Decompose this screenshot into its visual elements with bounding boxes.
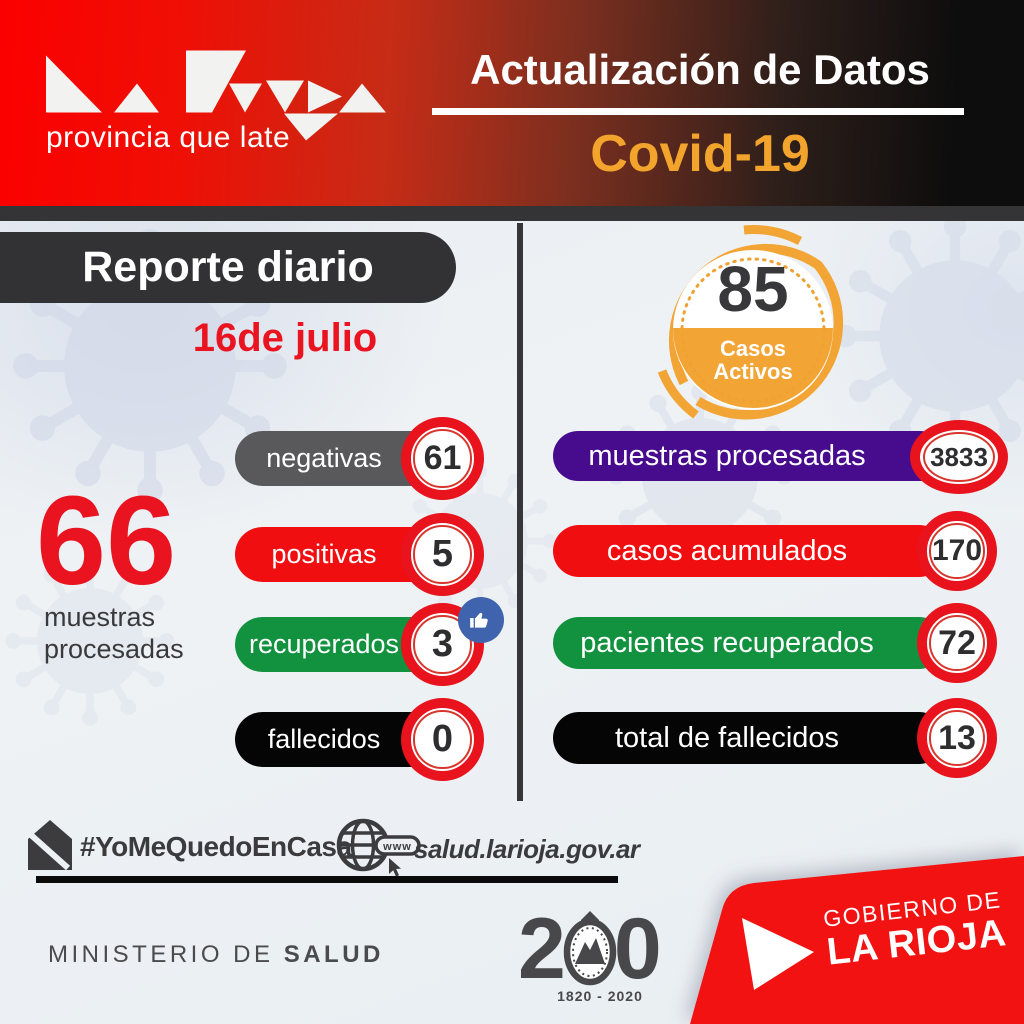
stat-label: casos acumulados bbox=[606, 534, 848, 567]
header-subtitle-covid: Covid-19 bbox=[590, 125, 810, 183]
column-divider bbox=[517, 223, 523, 801]
hashtag-text: #YoMeQuedoEnCasa bbox=[80, 831, 352, 862]
stat-pill-recuperados: recuperados 3 bbox=[235, 603, 484, 686]
bicentennial-digit: 2 bbox=[518, 901, 566, 997]
bicentennial-logo: 2 0 bbox=[518, 906, 662, 992]
total-pill-muestras-procesadas: muestras procesadas 3833 bbox=[553, 420, 1008, 494]
stat-label: recuperados bbox=[248, 629, 400, 659]
stat-label: negativas bbox=[266, 443, 382, 473]
logo-tagline: provincia que late bbox=[46, 121, 291, 154]
stat-circle: 0 bbox=[401, 698, 484, 781]
active-cases-label: Casos Activos bbox=[713, 336, 793, 385]
house-icon bbox=[28, 820, 72, 871]
ministry-title: MINISTERIO DE SALUD bbox=[48, 941, 384, 968]
header-divider-line bbox=[432, 108, 964, 115]
stat-label: total de fallecidos bbox=[614, 721, 840, 754]
bicentennial-years: 1820 - 2020 bbox=[557, 988, 643, 1004]
bicentennial-digit: 0 bbox=[613, 901, 662, 997]
header-title: Actualización de Datos bbox=[470, 46, 930, 93]
stat-circle: 5 bbox=[401, 513, 484, 596]
active-cases-value: 85 bbox=[717, 253, 789, 325]
links-underline bbox=[36, 876, 618, 883]
globe-www-icon: www bbox=[336, 818, 421, 877]
header-bottom-strip bbox=[0, 206, 1024, 221]
total-pill-total-fallecidos: total de fallecidos 13 bbox=[553, 698, 997, 778]
stat-circle: 3833 bbox=[910, 420, 1008, 494]
thumbs-up-icon bbox=[458, 597, 504, 643]
stat-circle: 13 bbox=[917, 698, 997, 778]
active-cases-badge-icon bbox=[657, 225, 844, 420]
stat-label: fallecidos bbox=[267, 724, 381, 754]
header bbox=[0, 0, 1024, 206]
la-rioja-logo-icon bbox=[46, 50, 386, 141]
ribbon-triangle-icon bbox=[742, 918, 814, 990]
stat-pill-fallecidos: fallecidos 0 bbox=[235, 698, 484, 781]
stat-circle: 61 bbox=[401, 417, 484, 500]
report-title: Reporte diario bbox=[82, 243, 374, 291]
total-pill-pacientes-recuperados: pacientes recuperados 72 bbox=[553, 603, 997, 683]
report-date: 16de julio bbox=[192, 316, 378, 360]
stat-pill-negativas: negativas 61 bbox=[235, 417, 484, 500]
total-pill-casos-acumulados: casos acumulados 170 bbox=[553, 511, 997, 591]
stat-label: positivas bbox=[271, 539, 377, 569]
daily-samples-value: 66 bbox=[36, 470, 177, 611]
bicentennial-emblem-icon bbox=[563, 911, 617, 986]
stat-pill-positivas: positivas 5 bbox=[235, 513, 484, 596]
stat-label: pacientes recuperados bbox=[580, 626, 874, 659]
stat-circle: 72 bbox=[917, 603, 997, 683]
daily-samples-label: muestras procesadas bbox=[44, 602, 184, 664]
government-ribbon bbox=[690, 856, 1024, 1024]
stat-label: muestras procesadas bbox=[588, 439, 866, 472]
stat-circle: 170 bbox=[917, 511, 997, 591]
website-url: salud.larioja.gov.ar bbox=[414, 834, 640, 864]
report-title-banner: Reporte diario bbox=[0, 232, 456, 303]
www-badge-label: www bbox=[382, 841, 412, 853]
